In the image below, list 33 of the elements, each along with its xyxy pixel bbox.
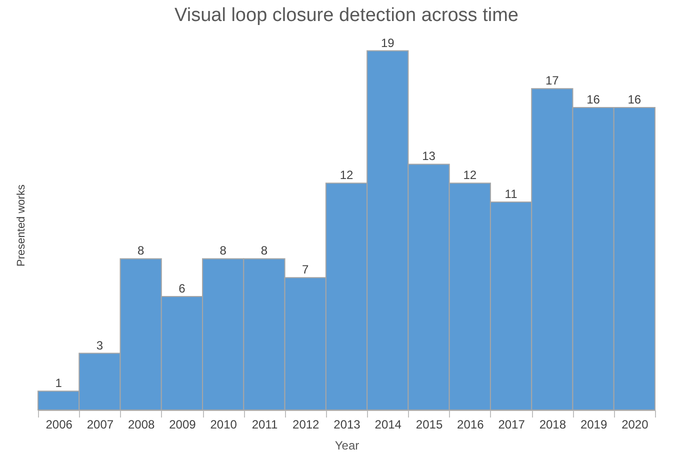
data-label: 19 bbox=[380, 36, 395, 50]
x-tick-label: 2006 bbox=[46, 418, 73, 432]
x-tick-label: 2017 bbox=[498, 418, 526, 432]
data-label: 8 bbox=[137, 244, 144, 258]
x-tick-label: 2015 bbox=[416, 418, 443, 432]
x-tick-label: 2011 bbox=[252, 418, 278, 432]
data-label: 1 bbox=[55, 376, 62, 390]
data-label: 17 bbox=[545, 74, 560, 88]
data-label: 3 bbox=[96, 338, 104, 352]
x-tick-label: 2009 bbox=[169, 418, 196, 432]
x-tick-label: 2010 bbox=[210, 418, 238, 432]
data-label: 12 bbox=[463, 168, 477, 182]
data-label: 6 bbox=[178, 282, 186, 296]
x-tick-label: 2008 bbox=[128, 418, 156, 432]
x-tick-label: 2016 bbox=[457, 418, 484, 432]
x-tick-label: 2018 bbox=[539, 418, 566, 432]
data-label: 11 bbox=[504, 187, 518, 202]
chart-title: Visual loop closure detection across time bbox=[174, 4, 518, 26]
data-label: 13 bbox=[422, 149, 436, 164]
data-label: 7 bbox=[302, 262, 310, 277]
data-label: 16 bbox=[628, 92, 642, 106]
data-label: 8 bbox=[220, 244, 227, 258]
y-axis-title: Presented works bbox=[16, 184, 28, 266]
x-tick-label: 2013 bbox=[334, 418, 361, 432]
data-label: 12 bbox=[340, 168, 354, 182]
x-tick-label: 2012 bbox=[292, 418, 320, 432]
data-label: 8 bbox=[260, 244, 268, 258]
x-tick-label: 2014 bbox=[374, 418, 402, 432]
x-tick-label: 2020 bbox=[622, 418, 649, 432]
x-tick-label: 2007 bbox=[86, 418, 114, 432]
x-axis-title: Year bbox=[334, 438, 360, 452]
x-tick-label: 2019 bbox=[580, 418, 608, 432]
data-label: 16 bbox=[586, 92, 600, 106]
